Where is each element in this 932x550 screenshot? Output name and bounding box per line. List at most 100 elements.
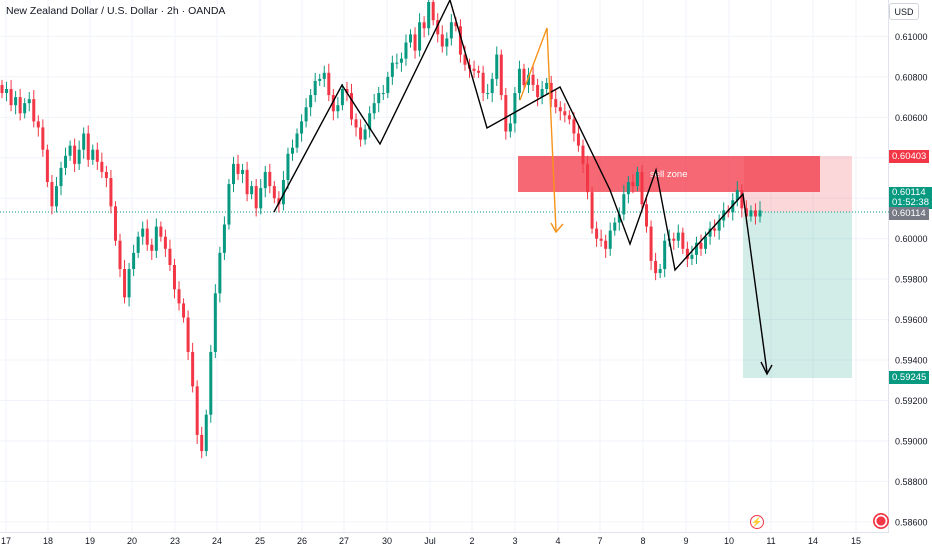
candle-body bbox=[14, 97, 18, 106]
candle-body bbox=[699, 242, 703, 249]
candle-body bbox=[399, 58, 403, 63]
candle-body bbox=[236, 163, 240, 174]
price-tick-label: 0.59000 bbox=[895, 436, 928, 446]
price-tick-label: 0.58800 bbox=[895, 477, 928, 487]
candle-body bbox=[658, 269, 662, 274]
candle-body bbox=[32, 99, 36, 122]
price-tick-label: 0.59600 bbox=[895, 315, 928, 325]
candle-body bbox=[327, 72, 331, 96]
candle-body bbox=[218, 252, 222, 294]
candle-body bbox=[195, 386, 199, 435]
candle-body bbox=[322, 72, 326, 79]
price-tick-label: 0.59200 bbox=[895, 396, 928, 406]
candle-body bbox=[354, 119, 358, 128]
time-tick-label: 18 bbox=[43, 536, 53, 546]
time-tick-label: 14 bbox=[808, 536, 818, 546]
candle-body bbox=[168, 248, 172, 265]
candle-body bbox=[18, 97, 22, 114]
wave-pattern-line[interactable] bbox=[273, 0, 768, 373]
candle-body bbox=[250, 186, 254, 195]
candle-body bbox=[123, 269, 127, 298]
candle-body bbox=[581, 145, 585, 164]
candle-body bbox=[418, 22, 422, 51]
candle-body bbox=[309, 95, 313, 108]
candle-body bbox=[404, 42, 408, 59]
candle-body bbox=[372, 103, 376, 114]
time-tick-label: 7 bbox=[597, 536, 602, 546]
candle-body bbox=[549, 82, 553, 100]
candle-body bbox=[613, 222, 617, 231]
candle-body bbox=[286, 153, 290, 181]
candle-body bbox=[290, 147, 294, 154]
candle-body bbox=[59, 167, 63, 187]
candle-body bbox=[663, 240, 667, 270]
candle-body bbox=[744, 208, 748, 217]
candle-body bbox=[499, 54, 503, 96]
candle-body bbox=[576, 133, 580, 146]
candle-body bbox=[567, 115, 571, 120]
time-tick-label: 30 bbox=[382, 536, 392, 546]
candle-body bbox=[141, 228, 145, 237]
candle-body bbox=[222, 224, 226, 253]
candle-body bbox=[626, 182, 630, 195]
candle-body bbox=[349, 93, 353, 120]
candle-body bbox=[209, 351, 213, 415]
time-tick-label: Jul bbox=[424, 536, 436, 546]
candle-body bbox=[268, 171, 272, 187]
candle-body bbox=[9, 89, 13, 106]
candle-body bbox=[390, 62, 394, 77]
candle-body bbox=[204, 414, 208, 452]
flash-icon[interactable]: ⚡ bbox=[750, 515, 764, 529]
candle-body bbox=[617, 214, 621, 223]
sell-zone-label: sell zone bbox=[650, 169, 688, 180]
candle-body bbox=[645, 204, 649, 227]
candle-body bbox=[345, 89, 349, 94]
down-arrow-black bbox=[760, 361, 773, 376]
candle-body bbox=[631, 182, 635, 187]
candle-body bbox=[654, 260, 658, 274]
currency-button[interactable]: USD bbox=[889, 3, 919, 20]
time-tick-label: 2 bbox=[469, 536, 474, 546]
candle-body bbox=[608, 230, 612, 249]
target-zone-box[interactable] bbox=[743, 212, 852, 378]
zone-top-price-badge: 0.60403 bbox=[889, 150, 930, 163]
candle-body bbox=[227, 184, 231, 225]
candle-body bbox=[545, 82, 549, 90]
candle-body bbox=[54, 186, 58, 207]
time-axis-ticks: 17 18 19 20 23 24 25 26 27 30 Jul 2 3 4 7 8 9 10 11 14 15 bbox=[1, 536, 861, 546]
time-tick-label: 15 bbox=[851, 536, 861, 546]
candle-body bbox=[413, 34, 417, 51]
flag-icon[interactable] bbox=[873, 513, 889, 529]
candle-body bbox=[36, 121, 40, 128]
candle-body bbox=[104, 171, 108, 179]
time-tick-label: 3 bbox=[512, 536, 517, 546]
candle-body bbox=[486, 93, 490, 95]
orange-projection-line[interactable] bbox=[519, 27, 557, 232]
candle-body bbox=[531, 74, 535, 85]
candle-body bbox=[440, 34, 444, 47]
time-tick-label: 17 bbox=[1, 536, 11, 546]
candle-body bbox=[445, 38, 449, 47]
candle-body bbox=[213, 293, 217, 352]
candle-body bbox=[586, 163, 590, 193]
candle-body bbox=[313, 80, 317, 96]
chart-title: New Zealand Dollar / U.S. Dollar · 2h · … bbox=[6, 5, 226, 17]
candle-body bbox=[359, 127, 363, 140]
candle-body bbox=[504, 95, 508, 132]
candle-body bbox=[254, 186, 258, 209]
target-price-badge: 0.59245 bbox=[889, 371, 930, 384]
candle-body bbox=[490, 78, 494, 94]
time-tick-label: 11 bbox=[766, 536, 775, 546]
candle-body bbox=[109, 178, 113, 207]
price-axis-bg[interactable] bbox=[889, 0, 932, 550]
time-tick-label: 20 bbox=[127, 536, 137, 546]
candle-body bbox=[563, 111, 567, 116]
candle-body bbox=[136, 236, 140, 253]
candle-body bbox=[676, 232, 680, 241]
sell-zone-box[interactable] bbox=[518, 156, 820, 192]
candle-body bbox=[304, 107, 308, 122]
candle-body bbox=[77, 149, 81, 164]
candle-body bbox=[318, 78, 322, 81]
